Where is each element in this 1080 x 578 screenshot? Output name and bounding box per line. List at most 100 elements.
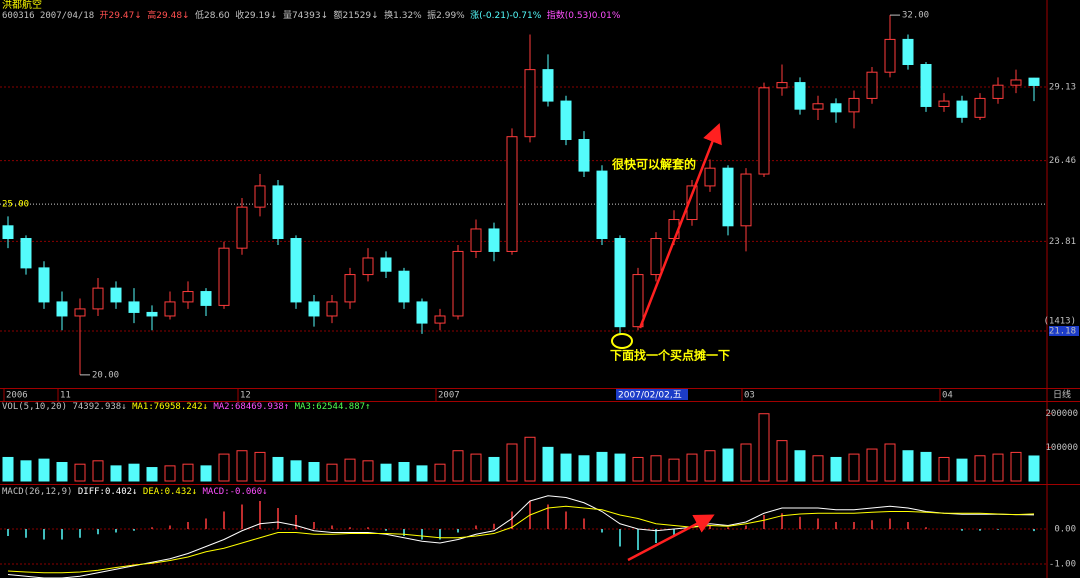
volume-bar (704, 450, 716, 482)
x-tick-label: 2006 (6, 391, 28, 401)
extreme-label: 32.00 (902, 11, 929, 21)
cursor-count: (1413) (1043, 317, 1076, 327)
volume-bar (470, 453, 482, 482)
quote: 高29.48↓ (147, 9, 189, 21)
candle-body (290, 238, 302, 303)
volume-bar (254, 451, 266, 482)
volume-bar (650, 455, 662, 482)
legend-item: MA3:62544.887↑ (295, 402, 371, 412)
macd-line (7, 495, 1035, 578)
volume-bar (776, 440, 788, 482)
candle-body (326, 301, 338, 317)
volume-bar (218, 453, 230, 482)
y-tick-label: 23.81 (1049, 237, 1076, 247)
volume-bar (326, 463, 338, 482)
candle-body (182, 291, 194, 303)
volume-bar (884, 443, 896, 482)
candle-body (920, 64, 932, 107)
volume-bar (128, 463, 140, 482)
candle-body (812, 103, 824, 110)
quote: 指数(0.53)0.01% (547, 9, 621, 21)
candle-body (830, 103, 842, 113)
ref-label: 25.00 (2, 200, 29, 210)
candle-body (434, 315, 446, 324)
quote: 量74393↓ (283, 10, 328, 21)
volume-bar (182, 463, 194, 482)
volume-bar (110, 465, 122, 482)
volume-bar (398, 462, 410, 482)
volume-bar (164, 465, 176, 482)
annotation: 很快可以解套的 (611, 157, 696, 172)
macd-line (7, 505, 1035, 574)
candle-body (452, 250, 464, 317)
volume-bar (866, 448, 878, 482)
candle-body (488, 228, 500, 252)
volume-bar (272, 456, 284, 482)
y-tick-label: 200000 (1045, 409, 1078, 419)
volume-bar (236, 450, 248, 482)
volume-bar (992, 453, 1004, 482)
candle-body (218, 247, 230, 306)
volume-bar (2, 456, 14, 482)
volume-bar (614, 453, 626, 482)
candle-body (794, 82, 806, 110)
volume-bar (344, 458, 356, 482)
cursor-date: 2007/02/02,五 (618, 391, 682, 401)
candle-body (74, 308, 86, 317)
candle-body (308, 301, 320, 317)
code: 600316 (2, 11, 35, 21)
candle-body (578, 139, 590, 172)
volume-bar (20, 460, 32, 482)
legend-item: MACD:-0.060↓ (203, 487, 268, 497)
candle-body (164, 301, 176, 317)
volume-bar (308, 462, 320, 482)
arrow (638, 123, 722, 329)
candle-body (596, 170, 608, 240)
volume-bar (380, 463, 392, 482)
highlight-circle (611, 333, 633, 349)
arrow (627, 514, 715, 562)
candle-body (686, 185, 698, 221)
legend-item: VOL(5,10,20) (2, 402, 67, 412)
candle-body (866, 71, 878, 99)
candle-body (1028, 77, 1040, 86)
volume-bar (830, 456, 842, 482)
candle-body (236, 206, 248, 249)
candle-body (902, 38, 914, 66)
volume-bar (1028, 455, 1040, 482)
legend-item: MACD(26,12,9) (2, 487, 72, 497)
candle-body (398, 270, 410, 303)
candle-body (110, 287, 122, 303)
candle-body (938, 100, 950, 107)
cursor-date-box (616, 389, 688, 400)
volume-bar (812, 455, 824, 482)
volume-bar (794, 450, 806, 482)
volume-bar (668, 458, 680, 482)
y-tick-label: 29.13 (1049, 83, 1076, 93)
quote: 换1.32% (384, 9, 422, 21)
stock-name: 洪都航空 (2, 0, 42, 11)
date: 2007/04/18 (40, 11, 94, 21)
quote-line: 600316 2007/04/18 开29.47↓ 高29.48↓ 低28.60… (2, 9, 621, 21)
candle-body (146, 311, 158, 317)
legend-item: MA2:68469.938↑ (213, 402, 289, 412)
volume-bar (596, 451, 608, 482)
price-highlight (1049, 325, 1079, 336)
x-tick-label: 03 (744, 391, 755, 401)
quote: 涨(-0.21)-0.71% (470, 10, 542, 21)
candle-body (542, 69, 554, 102)
volume-bar (506, 443, 518, 482)
volume-bar (974, 455, 986, 482)
x-tick-label: 12 (240, 391, 251, 401)
candle-body (740, 173, 752, 227)
candle-body (614, 238, 626, 328)
candle-body (128, 301, 140, 313)
y-tick-label: 26.46 (1049, 156, 1076, 166)
candle-body (560, 100, 572, 141)
legend: VOL(5,10,20) 74392.938↓ MA1:76958.242↓ M… (2, 402, 370, 412)
candle-body (362, 257, 374, 276)
candle-body (20, 238, 32, 269)
candle-body (704, 167, 716, 187)
